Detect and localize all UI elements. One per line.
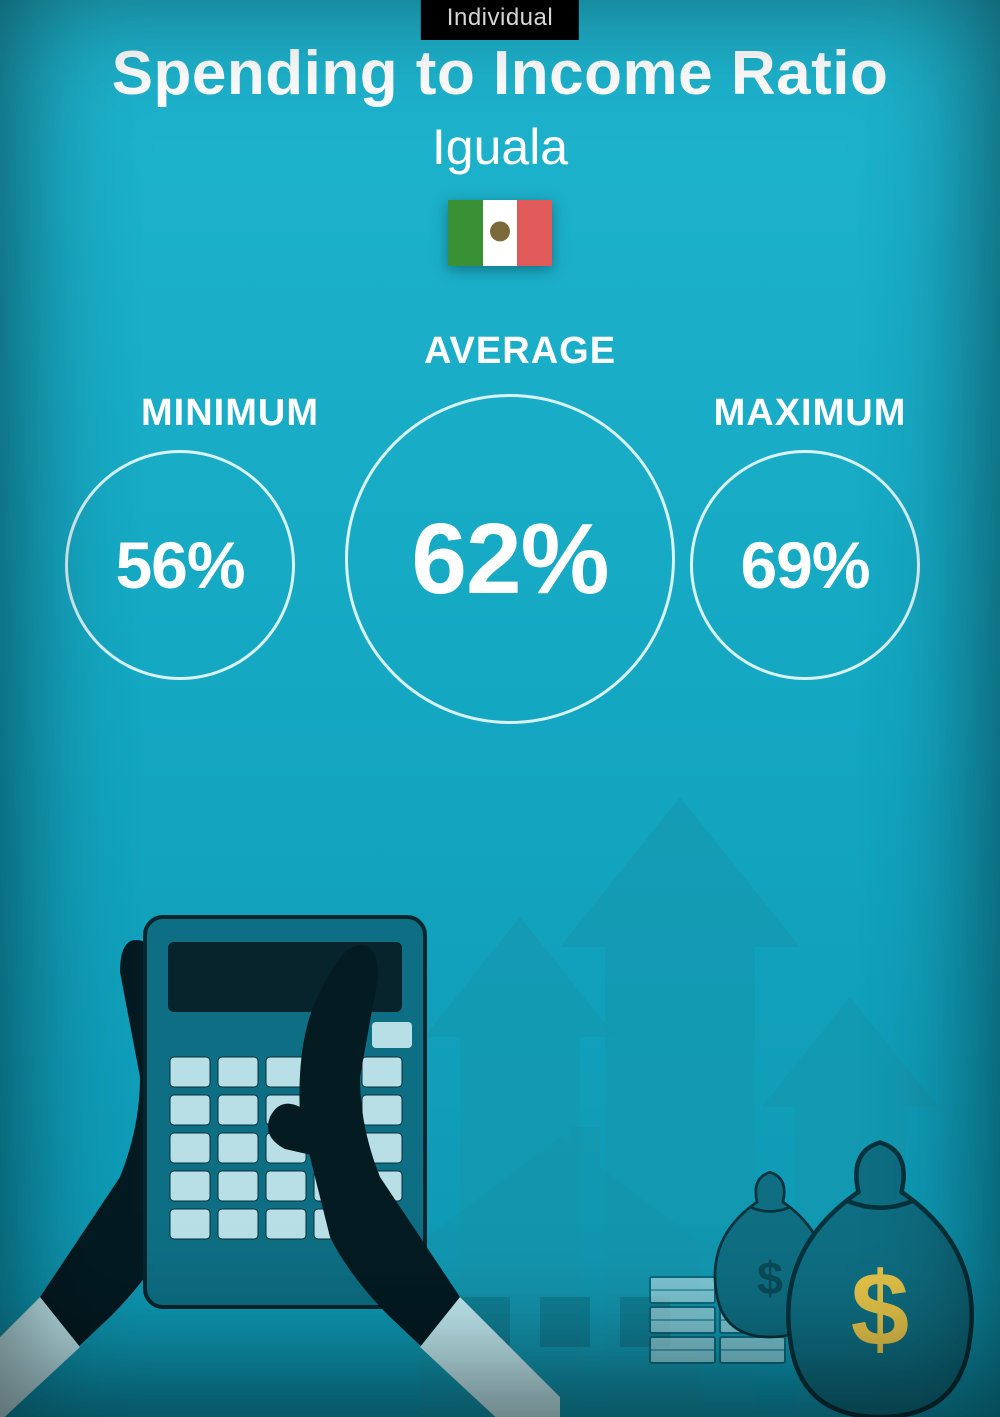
city-name: Iguala bbox=[0, 118, 1000, 176]
svg-text:$: $ bbox=[757, 1252, 783, 1304]
stat-value-average: 62% bbox=[411, 502, 608, 617]
page-title: Spending to Income Ratio bbox=[0, 38, 1000, 109]
label-maximum: MAXIMUM bbox=[680, 392, 940, 435]
flag-stripe-green bbox=[448, 200, 483, 266]
flag-stripe-white bbox=[483, 200, 518, 266]
flag-mexico-icon bbox=[448, 200, 552, 266]
stat-circle-average: 62% bbox=[345, 394, 675, 724]
stat-circle-maximum: 69% bbox=[690, 450, 920, 680]
flag-stripe-red bbox=[517, 200, 552, 266]
flag-emblem-icon bbox=[490, 221, 510, 241]
badge-individual: Individual bbox=[421, 0, 579, 40]
bottom-illustration: $ $ bbox=[0, 777, 1000, 1417]
label-average: AVERAGE bbox=[390, 330, 650, 373]
label-minimum: MINIMUM bbox=[100, 392, 360, 435]
finance-illustration-icon: $ $ bbox=[0, 777, 1000, 1417]
svg-text:$: $ bbox=[851, 1251, 909, 1368]
stat-value-minimum: 56% bbox=[115, 527, 244, 603]
stat-value-maximum: 69% bbox=[740, 527, 869, 603]
stat-circle-minimum: 56% bbox=[65, 450, 295, 680]
